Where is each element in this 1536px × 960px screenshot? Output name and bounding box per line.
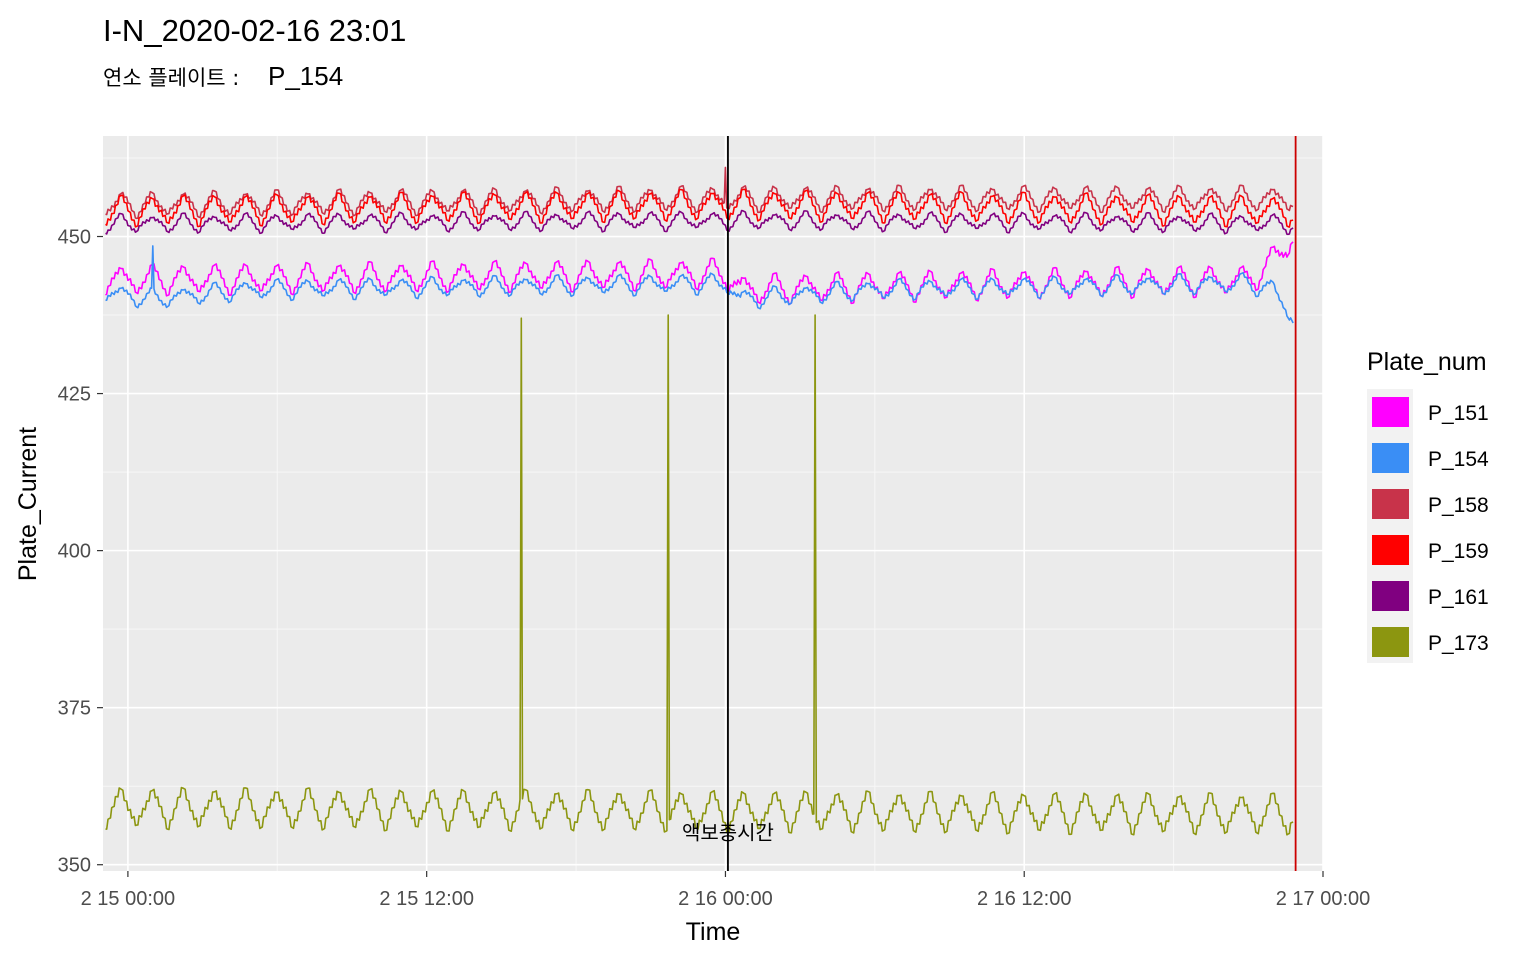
legend-swatch-P_158 [1372,489,1409,519]
y-tick-label: 350 [58,855,91,877]
series-layer [105,166,1294,836]
legend-swatch-P_151 [1372,397,1409,427]
x-tick-label: 2 15 00:00 [81,888,176,910]
y-tick-label: 450 [58,227,91,249]
y-axis-title: Plate_Current [14,427,42,581]
annotation-layer: 액보충시간 [682,136,1297,871]
legend-label: P_158 [1428,494,1489,517]
legend-label: P_161 [1428,586,1489,609]
y-tick-label: 375 [58,698,91,720]
axes: 350 375 400 425 450 2 15 00:00 2 15 12:00 2 16 … [58,227,1371,910]
x-tick-label: 2 15 12:00 [379,888,474,910]
legend-title: Plate_num [1367,348,1487,376]
legend-swatch-P_154 [1372,443,1409,473]
annotation-label: 액보충시간 [682,821,774,845]
legend-key-background [1367,389,1413,663]
series-line-P_151 [105,241,1294,306]
legend-label: P_159 [1428,540,1489,563]
x-tick-label: 2 16 00:00 [678,888,773,910]
y-tick-label: 400 [58,541,91,563]
legend-swatch-P_159 [1372,535,1409,565]
chart-subtitle-label: 연소 플레이트 : [103,66,239,90]
chart-title: I-N_2020-02-16 23:01 [103,13,406,48]
legend-label: P_173 [1428,632,1489,655]
series-line-P_154 [105,245,1294,324]
legend-swatch-P_161 [1372,581,1409,611]
grid [103,136,1324,871]
series-line-P_161 [105,209,1294,236]
x-tick-label: 2 17 00:00 [1276,888,1371,910]
series-line-P_173 [105,314,1294,836]
legend-swatch-P_173 [1372,627,1409,657]
legend-label: P_151 [1428,402,1489,425]
x-axis-title: Time [686,918,741,946]
plot-panel [103,136,1323,871]
legend: Plate_num P_151 P_154 P_158 P_159 P_161 P_173 [1367,348,1489,663]
x-tick-label: 2 16 12:00 [977,888,1072,910]
series-line-P_159 [105,188,1294,228]
chart-subtitle-value: P_154 [268,61,343,91]
legend-label: P_154 [1428,448,1489,471]
y-tick-label: 425 [58,384,91,406]
series-line-P_158 [105,166,1294,220]
